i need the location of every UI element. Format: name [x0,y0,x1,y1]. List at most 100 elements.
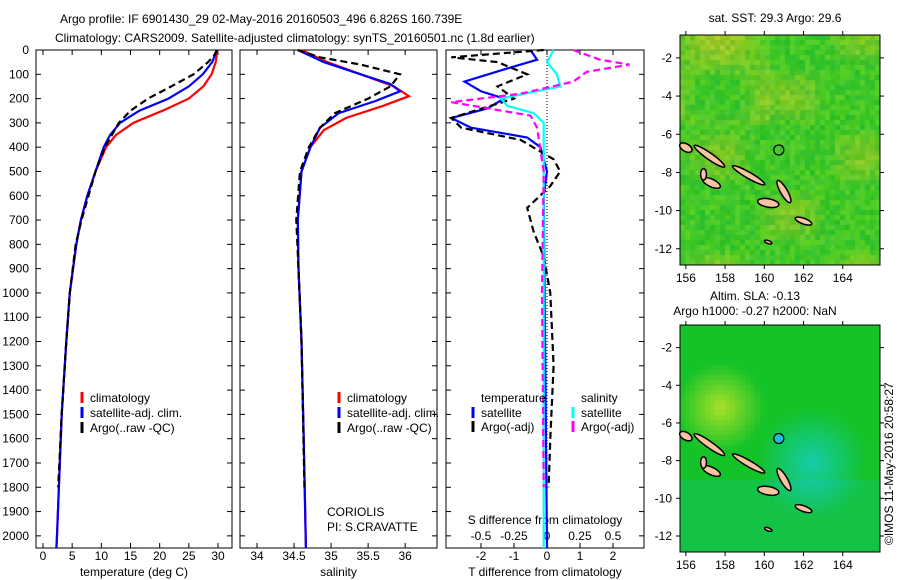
x-tick-label: 2 [610,549,617,563]
legend-label: climatology [347,391,407,405]
series-climatology [55,49,219,549]
lat-tick-label: -10 [655,204,673,218]
y-tick-label: 700 [9,213,29,227]
y-tick-label: 0 [22,43,29,57]
lat-tick-label: -10 [655,491,673,505]
series-temperature-argo-adj- [449,48,562,488]
y-tick-label: 2000 [2,529,29,543]
x-tick-label: 35 [324,549,338,563]
lon-tick-label: 158 [715,271,735,285]
lat-tick-label: -12 [655,529,673,543]
island-shape [763,526,773,533]
legend-label: Argo(..raw -QC) [347,421,432,435]
y-tick-label: 1900 [2,505,29,519]
y-tick-label: 200 [9,92,29,106]
panel-frame [35,49,233,549]
island-shape [693,144,726,168]
legend-label: Argo(-adj) [581,420,634,434]
x-tick-label: -2 [476,549,487,563]
y-tick-label: 900 [9,262,29,276]
title-line-2: Climatology: CARS2009. Satellite-adjuste… [55,31,535,45]
s-tick-label: -0.25 [500,529,528,543]
series-temperature-satellite [448,49,549,549]
lon-tick-label: 160 [754,271,774,285]
sst-map: 156 158 160 162 164 -2 -4 -6 -8 -10 -12 sat. SST: 2… [655,11,884,285]
island-shape [794,216,813,226]
lat-tick-label: -6 [661,416,672,430]
island-shape [756,197,780,209]
panel-difference: -2 -1 0 1 2 T difference from climatology S di… [445,48,645,579]
island-shape [776,467,792,492]
legend-label: Argo(-adj) [481,420,534,434]
legend-label: Argo(..raw -QC) [90,421,175,435]
x-tick-label: 10 [95,549,109,563]
y-tick-label: 1300 [2,359,29,373]
credit-text: ©IMOS 11-May-2016 20:58:27 [882,382,896,545]
series-satellite-adj-clim- [55,49,218,549]
legend-label: satellite [481,406,522,420]
x-tick-label: 25 [182,549,196,563]
sla-map: 156 158 160 162 164 -2 -4 -6 -8 -10 -12 Altim. SLA:… [655,289,884,572]
x-tick-label: 34 [250,549,264,563]
map-title: sat. SST: 29.3 Argo: 29.6 [709,11,842,25]
y-tick-label: 1600 [2,432,29,446]
series-salinity-argo-adj- [451,48,630,488]
legend-title-salinity: salinity [581,391,618,405]
series-argo-raw-qc- [295,48,402,488]
island-shape [731,453,766,474]
island-shape [693,432,726,457]
x-tick-label: 36 [398,549,412,563]
y-tick-label: 400 [9,140,29,154]
panel-temperature: 0100200300400500600700800900100011001200… [2,43,233,579]
island-shape [731,164,766,186]
lon-tick-label: 160 [754,558,774,572]
sst-map-raster [680,35,880,265]
lat-tick-label: -8 [661,165,672,179]
x-tick-label: 0 [544,549,551,563]
x-tick-label: 30 [211,549,225,563]
legend-label: satellite-adj. clim. [90,406,182,420]
lon-tick-label: 162 [794,558,814,572]
x-tick-label: 20 [153,549,167,563]
x-tick-label: 34.5 [282,549,306,563]
s-tick-label: 0.25 [568,529,592,543]
y-tick-label: 600 [9,189,29,203]
y-tick-label: 1800 [2,480,29,494]
y-tick-label: 1500 [2,407,29,421]
s-tick-label: 0.5 [605,529,622,543]
lon-tick-label: 162 [794,271,814,285]
y-tick-label: 500 [9,164,29,178]
legend-label: climatology [90,391,150,405]
lat-tick-label: -12 [655,242,673,256]
lat-tick-label: -2 [661,51,672,65]
map-frame [679,34,881,266]
legend-label: satellite [581,406,622,420]
map-title: Argo h1000: -0.27 h2000: NaN [673,304,836,318]
x-tick-label: 0 [40,549,47,563]
x-axis-label: salinity [320,565,357,579]
s-tick-label: -0.5 [471,529,492,543]
x-tick-label: -1 [509,549,520,563]
map-frame [679,324,881,553]
y-tick-label: 100 [9,67,29,81]
annotation-text: PI: S.CRAVATTE [327,520,418,534]
panel-salinity: 34 34.5 35 35.5 36 salinity climatologysatelli… [239,48,439,579]
series-salinity-satellite [498,49,562,548]
island-shape [699,167,708,181]
lon-tick-label: 156 [676,271,696,285]
lon-tick-label: 164 [833,271,853,285]
s-axis-label: S difference from climatology [468,513,623,527]
lat-tick-label: -6 [661,127,672,141]
title-line-1: Argo profile: IF 6901430_29 02-May-2016 … [60,12,462,26]
series-argo-raw-qc- [57,49,218,488]
argo-location-marker [773,144,785,156]
island-shape [776,179,792,204]
lat-tick-label: -4 [661,378,672,392]
legend-label: satellite-adj. clim. [347,406,439,420]
lat-tick-label: -8 [661,454,672,468]
x-tick-label: 1 [577,549,584,563]
series-climatology [296,49,412,549]
series-satellite-adj-clim- [296,49,403,549]
